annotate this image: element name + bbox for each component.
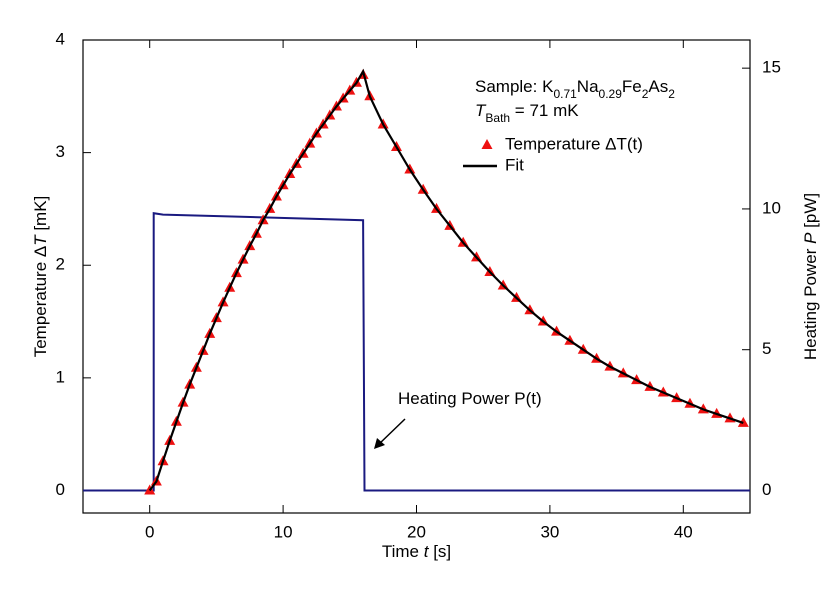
legend-label: Temperature ΔT(t) bbox=[505, 134, 643, 153]
x-tick-label: 40 bbox=[674, 522, 693, 541]
text-segment: 2 bbox=[642, 87, 649, 101]
legend-label: Fit bbox=[505, 155, 524, 174]
y-tick-label: 4 bbox=[56, 29, 65, 48]
x-tick-label: 30 bbox=[540, 522, 559, 541]
text-segment: 2 bbox=[668, 87, 675, 101]
text-segment: Time bbox=[382, 542, 424, 561]
y2-tick-label: 10 bbox=[762, 198, 781, 217]
text-segment: [s] bbox=[428, 542, 451, 561]
text-segment: t bbox=[424, 542, 430, 561]
text-segment: Heating Power P(t) bbox=[398, 389, 542, 408]
x-tick-label: 20 bbox=[407, 522, 426, 541]
text-segment: Heating Power bbox=[801, 244, 820, 360]
text-segment: 0.71 bbox=[553, 87, 577, 101]
y-tick-label: 3 bbox=[56, 142, 65, 161]
legend-marker bbox=[481, 139, 493, 149]
text-segment: As bbox=[648, 77, 668, 96]
annotation: Heating Power P(t) bbox=[398, 389, 542, 408]
annotation-arrow bbox=[374, 418, 406, 449]
power-line bbox=[83, 212, 750, 492]
x-axis-label: Time t [s] bbox=[382, 542, 451, 561]
text-segment: T bbox=[31, 234, 50, 246]
x-tick-label: 0 bbox=[145, 522, 154, 541]
y2-tick-label: 15 bbox=[762, 58, 781, 77]
text-segment: T bbox=[475, 101, 487, 120]
y2-tick-label: 5 bbox=[762, 339, 771, 358]
x-tick-label: 10 bbox=[274, 522, 293, 541]
text-segment: Temperature Δ bbox=[31, 246, 50, 358]
text-segment: Na bbox=[577, 77, 599, 96]
y-tick-label: 0 bbox=[56, 480, 65, 499]
fit-line bbox=[148, 68, 744, 492]
y-tick-label: 1 bbox=[56, 367, 65, 386]
text-segment: [mK] bbox=[31, 196, 50, 236]
y2-tick-label: 0 bbox=[762, 480, 771, 499]
text-segment: [pW] bbox=[801, 193, 820, 233]
plot-frame bbox=[82, 39, 751, 514]
text-segment: Sample: K bbox=[475, 77, 554, 96]
text-segment: Fe bbox=[622, 77, 642, 96]
text-segment: Bath bbox=[485, 111, 510, 125]
annotation: Sample: K0.71Na0.29Fe2As2 bbox=[475, 77, 675, 101]
text-segment: P bbox=[801, 232, 820, 244]
text-segment: = 71 mK bbox=[510, 101, 579, 120]
y-tick-label: 2 bbox=[56, 255, 65, 274]
y2-axis-label: Heating Power P [pW] bbox=[801, 193, 820, 360]
y-axis-label: Temperature ΔT [mK] bbox=[31, 196, 50, 358]
annotation: TBath = 71 mK bbox=[475, 101, 579, 125]
text-segment: 0.29 bbox=[599, 87, 623, 101]
